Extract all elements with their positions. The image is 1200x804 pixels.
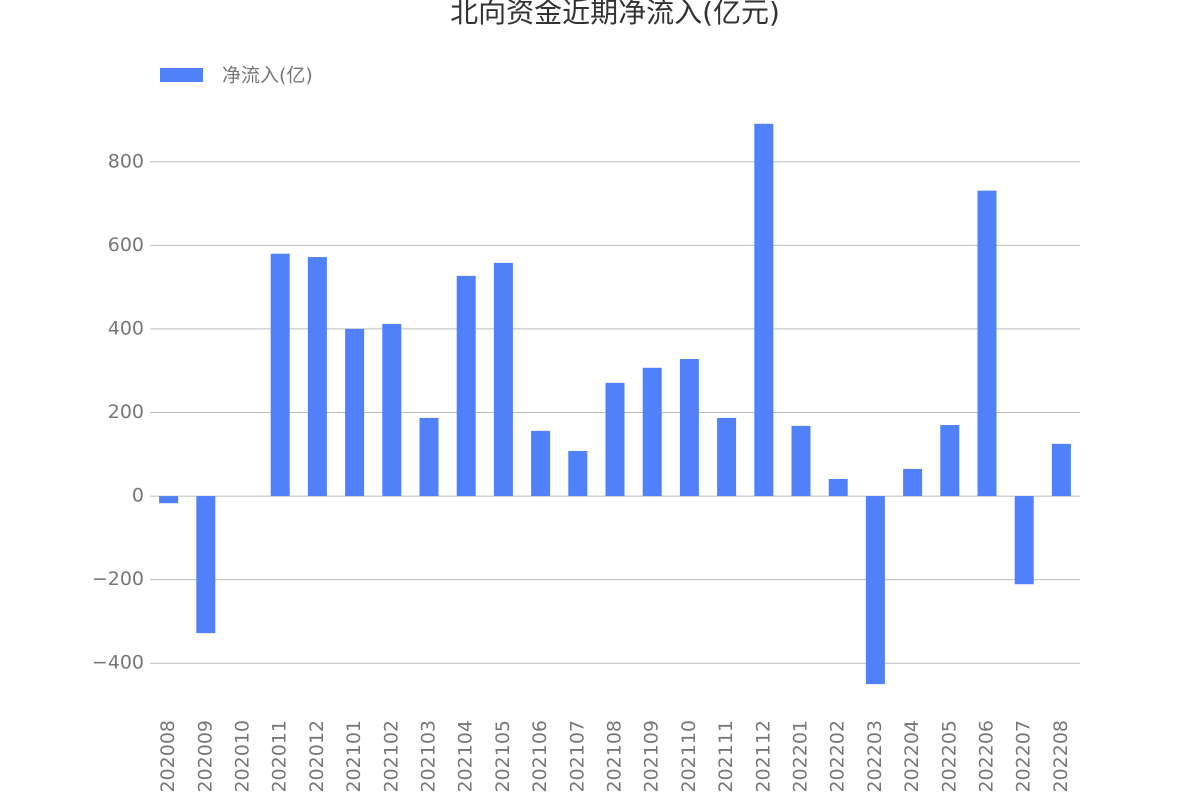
- y-tick-label: 200: [108, 401, 144, 423]
- bar: [1051, 443, 1071, 497]
- bar: [382, 323, 402, 497]
- bar: [531, 430, 551, 497]
- x-tick-label: 202104: [455, 720, 477, 793]
- y-tick-label: 600: [108, 234, 144, 256]
- bar: [717, 417, 737, 497]
- y-tick-label: −400: [92, 652, 144, 674]
- bar: [419, 417, 439, 497]
- bar: [568, 450, 588, 497]
- x-tick-label: 202103: [418, 720, 440, 793]
- bar: [159, 496, 179, 504]
- bar: [679, 359, 699, 497]
- bar: [977, 190, 997, 497]
- y-tick-label: 0: [132, 485, 144, 507]
- x-tick-label: 202111: [715, 720, 737, 793]
- x-tick-label: 202102: [380, 720, 402, 793]
- x-tick-label: 202106: [529, 720, 551, 793]
- y-tick-label: 800: [108, 150, 144, 172]
- y-tick-label: 400: [108, 317, 144, 339]
- chart-title: 北向资金近期净流入(亿元): [450, 0, 780, 29]
- bar: [270, 253, 290, 497]
- x-tick-label: 202010: [232, 720, 254, 793]
- x-tick-label: 202208: [1050, 720, 1072, 793]
- bar: [196, 496, 216, 634]
- bar: [828, 478, 848, 497]
- x-tick-label: 202203: [864, 720, 886, 793]
- x-tick-label: 202205: [938, 720, 960, 793]
- bar: [456, 275, 476, 497]
- bar: [307, 257, 327, 497]
- bar: [493, 262, 513, 497]
- bar: [345, 328, 365, 497]
- x-tick-label: 202012: [306, 720, 328, 793]
- x-tick-label: 202009: [194, 720, 216, 793]
- x-tick-label: 202204: [901, 720, 923, 793]
- x-tick-label: 202101: [343, 720, 365, 793]
- x-tick-label: 202011: [269, 720, 291, 793]
- x-tick-label: 202008: [157, 720, 179, 793]
- x-tick-label: 202105: [492, 720, 514, 793]
- x-tick-label: 202109: [641, 720, 663, 793]
- x-tick-label: 202110: [678, 720, 700, 793]
- y-tick-label: −200: [92, 568, 144, 590]
- bar: [1014, 496, 1034, 585]
- bar: [642, 367, 662, 497]
- x-tick-label: 202107: [566, 720, 588, 793]
- bar: [754, 123, 774, 497]
- legend-label: 净流入(亿): [222, 65, 313, 87]
- x-tick-label: 202206: [976, 720, 998, 793]
- x-tick-label: 202108: [604, 720, 626, 793]
- bar: [940, 425, 960, 497]
- x-tick-label: 202201: [790, 720, 812, 793]
- bar: [865, 496, 885, 685]
- x-tick-label: 202207: [1013, 720, 1035, 793]
- x-tick-label: 202112: [752, 720, 774, 793]
- x-tick-label: 202202: [827, 720, 849, 793]
- legend-swatch: [160, 68, 203, 82]
- bar: [791, 425, 811, 497]
- bar: [605, 382, 625, 497]
- bar: [903, 468, 923, 497]
